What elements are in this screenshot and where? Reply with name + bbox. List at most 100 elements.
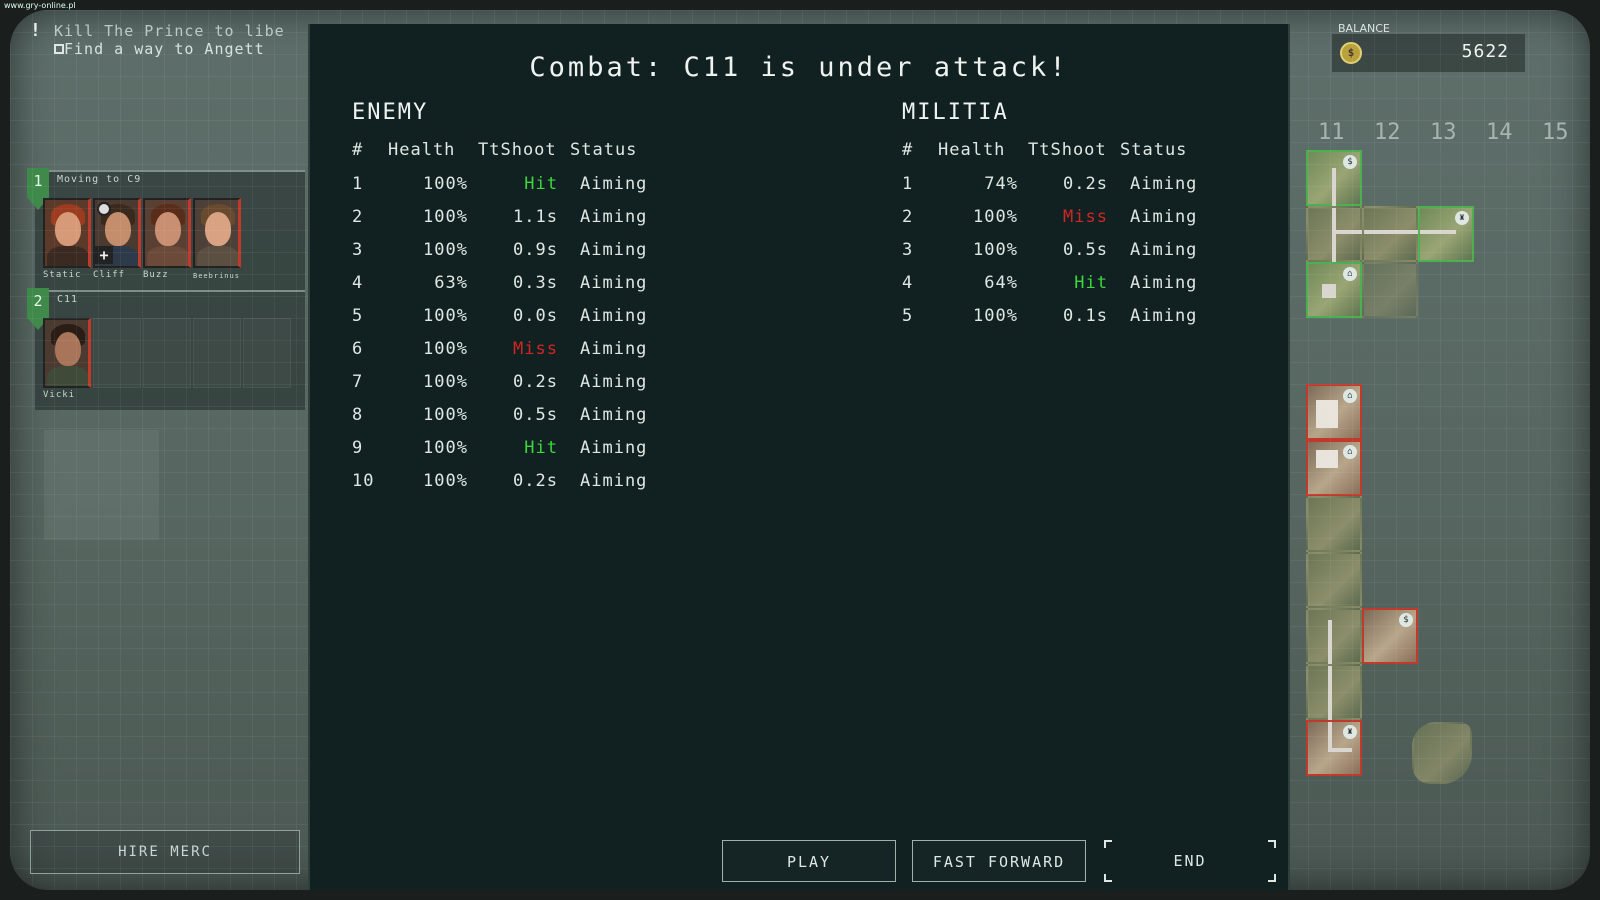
row-ttshoot: Hit	[524, 174, 558, 194]
map-sector[interactable]	[1306, 206, 1364, 264]
combat-title: Combat: C11 is under attack!	[529, 52, 1069, 83]
row-ttshoot: 0.3s	[513, 273, 558, 293]
map-sector[interactable]	[1362, 206, 1420, 262]
row-ttshoot: 0.0s	[513, 306, 558, 326]
row-num: 2	[902, 207, 914, 227]
row-ttshoot: 1.1s	[513, 207, 558, 227]
map-sector[interactable]	[1306, 496, 1362, 552]
money-icon: $	[1343, 155, 1357, 169]
objective-text: Find a way to Angett	[64, 40, 265, 58]
row-num: 4	[352, 273, 364, 293]
merc-portrait[interactable]	[143, 198, 191, 268]
row-status: Aiming	[580, 372, 648, 392]
row-ttshoot: Miss	[513, 339, 558, 359]
row-ttshoot: 0.9s	[513, 240, 558, 260]
empty-slot[interactable]	[193, 318, 241, 388]
map-column-label: 14	[1486, 120, 1513, 145]
row-status: Aiming	[580, 273, 648, 293]
table-row: 4 64% Hit Aiming	[902, 273, 1242, 306]
row-ttshoot: 0.2s	[513, 372, 558, 392]
row-num: 1	[902, 174, 914, 194]
map-sector[interactable]: ♜	[1306, 720, 1362, 776]
header-health: Health	[938, 140, 1006, 160]
header-num: #	[902, 140, 914, 160]
balance-label: BALANCE	[1338, 22, 1390, 35]
row-num: 1	[352, 174, 364, 194]
header-ttshoot: TtShoot	[1028, 140, 1107, 160]
row-num: 9	[352, 438, 364, 458]
merc-portrait[interactable]: +	[93, 198, 141, 268]
row-status: Aiming	[1130, 174, 1198, 194]
play-button[interactable]: PLAY	[722, 840, 896, 882]
row-ttshoot: 0.5s	[1063, 240, 1108, 260]
row-health: 100%	[973, 240, 1018, 260]
enemy-title: ENEMY	[352, 100, 429, 125]
merc-name: Vicki	[43, 390, 76, 400]
row-status: Aiming	[580, 405, 648, 425]
medic-icon: +	[95, 246, 113, 264]
row-health: 100%	[423, 438, 468, 458]
table-row: 9 100% Hit Aiming	[352, 438, 692, 471]
map-column-label: 12	[1374, 120, 1401, 145]
merc-name: Static	[43, 270, 82, 280]
row-ttshoot: 0.2s	[513, 471, 558, 491]
row-status: Aiming	[580, 240, 648, 260]
row-health: 74%	[984, 174, 1018, 194]
table-row: 2 100% Miss Aiming	[902, 207, 1242, 240]
map-sector[interactable]	[1306, 664, 1362, 722]
header-status: Status	[570, 140, 638, 160]
map-sector[interactable]: ⌂	[1306, 262, 1362, 318]
objective-text: Kill The Prince to libe	[54, 22, 285, 40]
table-header: # Health TtShoot Status	[902, 140, 1242, 174]
merc-portrait[interactable]	[193, 198, 241, 268]
empty-squad-panel[interactable]	[44, 430, 159, 540]
empty-slot[interactable]	[243, 318, 291, 388]
map-sector[interactable]: $	[1362, 608, 1418, 664]
map-sector[interactable]: ⌂	[1306, 440, 1362, 496]
militia-title: MILITIA	[902, 100, 1009, 125]
row-status: Aiming	[1130, 207, 1198, 227]
squad-status: C11	[57, 294, 79, 305]
hire-merc-button[interactable]: HIRE MERC	[30, 830, 300, 874]
row-num: 2	[352, 207, 364, 227]
map-sector[interactable]	[1306, 552, 1362, 608]
map-sector[interactable]: $	[1306, 150, 1362, 208]
fast-forward-button[interactable]: FAST FORWARD	[912, 840, 1086, 882]
squad-panel-2[interactable]: 2 C11 Vicki	[27, 288, 305, 410]
row-status: Aiming	[580, 339, 648, 359]
table-row: 10 100% 0.2s Aiming	[352, 471, 692, 504]
end-button-label: END	[1173, 852, 1207, 870]
end-button[interactable]: END	[1104, 840, 1276, 882]
row-num: 3	[352, 240, 364, 260]
row-ttshoot: Hit	[1074, 273, 1108, 293]
row-health: 100%	[423, 372, 468, 392]
table-row: 1 100% Hit Aiming	[352, 174, 692, 207]
row-num: 7	[352, 372, 364, 392]
map-sector[interactable]: ⌂	[1306, 384, 1362, 440]
table-row: 4 63% 0.3s Aiming	[352, 273, 692, 306]
map-sector[interactable]: ♜	[1418, 206, 1474, 262]
merc-name: Cliff	[93, 270, 126, 280]
row-health: 100%	[423, 240, 468, 260]
row-ttshoot: 0.2s	[1063, 174, 1108, 194]
merc-portrait[interactable]	[43, 198, 91, 268]
row-status: Aiming	[1130, 273, 1198, 293]
balance-display: $ 5622	[1332, 34, 1525, 72]
row-ttshoot: Hit	[524, 438, 558, 458]
militia-table: MILITIA # Health TtShoot Status 1 74% 0.2s…	[902, 100, 1242, 339]
row-health: 100%	[423, 174, 468, 194]
row-health: 100%	[973, 306, 1018, 326]
empty-slot[interactable]	[93, 318, 141, 388]
row-ttshoot: Miss	[1063, 207, 1108, 227]
map-island	[1412, 722, 1472, 784]
map-sector[interactable]	[1306, 608, 1362, 666]
merc-portrait[interactable]	[43, 318, 91, 388]
row-health: 100%	[423, 306, 468, 326]
row-num: 5	[902, 306, 914, 326]
row-num: 8	[352, 405, 364, 425]
merc-name: Beebrinus	[193, 272, 240, 280]
empty-slot[interactable]	[143, 318, 191, 388]
map-sector[interactable]	[1362, 262, 1418, 318]
squad-panel-1[interactable]: 1 Moving to C9 + Static Cliff Buzz Beebr…	[27, 168, 305, 292]
map-column-labels: 11 12 13 14 15	[1318, 120, 1590, 150]
